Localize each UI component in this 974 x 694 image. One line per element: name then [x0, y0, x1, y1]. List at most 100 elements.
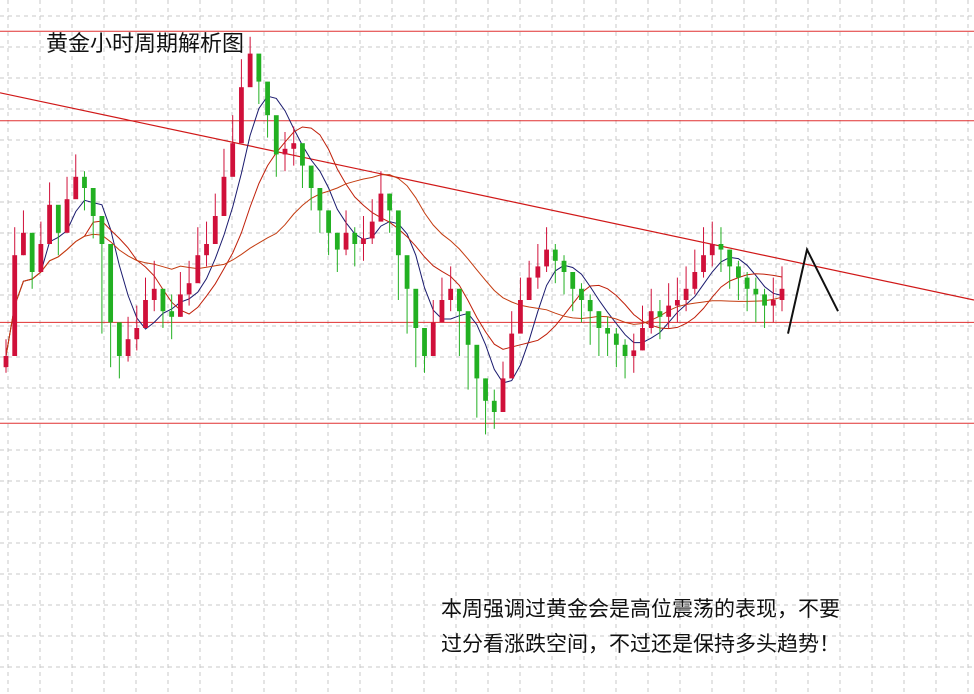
candle-body	[195, 255, 201, 284]
candle-body	[474, 344, 480, 379]
candle	[465, 311, 471, 390]
candle	[753, 277, 759, 323]
candle-body	[526, 277, 532, 300]
horizontal-levels	[0, 30, 974, 424]
candle	[247, 36, 253, 88]
candle	[744, 272, 750, 312]
candle	[212, 193, 218, 244]
candle	[561, 255, 567, 295]
chart-title: 黄金小时周期解析图	[46, 32, 245, 57]
candle-body	[395, 210, 401, 256]
candle	[552, 244, 558, 284]
candle-body	[552, 249, 558, 261]
candle-body	[387, 193, 393, 211]
candle-body	[491, 400, 497, 412]
candle-body	[596, 311, 602, 328]
candle	[169, 294, 175, 340]
candles	[3, 36, 785, 435]
ma-mid-line	[5, 126, 783, 357]
candle-body	[404, 255, 410, 289]
candle	[160, 288, 166, 328]
candle-body	[204, 244, 209, 256]
candle	[491, 389, 497, 429]
candle-body	[753, 288, 759, 295]
candle	[596, 311, 602, 356]
annotation-line-2: 过分看涨跌空间，不过还是保持多头趋势！	[441, 632, 840, 656]
candle	[518, 277, 523, 334]
candle	[55, 204, 61, 256]
trendline-group	[0, 92, 974, 301]
candle-body	[186, 283, 192, 295]
candle	[38, 221, 44, 272]
candle	[709, 221, 715, 267]
candle-body	[38, 244, 44, 272]
candle-body	[134, 328, 140, 340]
candle	[622, 339, 628, 379]
candle-body	[657, 311, 663, 317]
candle	[378, 171, 384, 222]
candle	[64, 176, 70, 233]
candle-body	[256, 53, 262, 82]
candle-body	[561, 260, 567, 272]
candle	[579, 283, 584, 323]
candle-body	[282, 148, 288, 155]
candle-body	[744, 277, 750, 289]
annotation-line-1: 本周强调过黄金会是高位震荡的表现，不要	[441, 597, 840, 621]
candle-body	[483, 378, 488, 401]
candle	[334, 232, 340, 272]
candle-body	[727, 249, 733, 267]
candle	[47, 182, 52, 244]
candle	[692, 249, 698, 295]
candle-body	[718, 244, 724, 250]
candle-body	[108, 244, 114, 323]
candle	[448, 266, 454, 312]
candle-body	[692, 272, 698, 289]
candle-body	[500, 378, 506, 412]
candle-body	[430, 322, 436, 356]
candle-body	[99, 216, 105, 244]
candle-body	[343, 232, 349, 250]
candle-body	[613, 333, 619, 345]
candle-body	[90, 188, 96, 216]
candle	[509, 311, 515, 379]
ma-fast-line	[5, 95, 783, 384]
candle	[474, 344, 480, 418]
candle	[640, 305, 645, 351]
candle	[99, 216, 105, 334]
candle	[387, 193, 393, 233]
projection-zigzag	[787, 246, 839, 334]
candle-body	[265, 81, 270, 116]
candle	[317, 188, 323, 233]
candle	[736, 260, 741, 300]
candle-body	[212, 216, 218, 244]
candle	[404, 255, 410, 334]
candle	[108, 244, 114, 368]
candle	[73, 154, 79, 200]
candle	[3, 339, 9, 373]
candle	[29, 232, 35, 289]
candle	[395, 210, 401, 300]
candle	[116, 322, 122, 379]
candle-body	[151, 288, 157, 300]
candle	[265, 81, 270, 138]
candle	[456, 288, 462, 356]
candle	[90, 188, 96, 239]
candle	[177, 272, 183, 317]
candle	[535, 244, 541, 289]
candle	[500, 361, 506, 412]
candle	[666, 283, 672, 328]
candle	[605, 316, 611, 356]
candle-body	[116, 322, 122, 356]
candle-body	[47, 204, 52, 244]
candle	[273, 115, 279, 177]
candle	[587, 294, 593, 345]
candle	[631, 333, 637, 373]
candle-body	[247, 53, 253, 88]
candle	[256, 53, 262, 104]
candle	[613, 328, 619, 368]
candle-body	[73, 176, 79, 200]
candle	[308, 165, 314, 211]
candle-body	[544, 249, 549, 267]
candle	[134, 305, 140, 351]
candle	[125, 316, 131, 362]
